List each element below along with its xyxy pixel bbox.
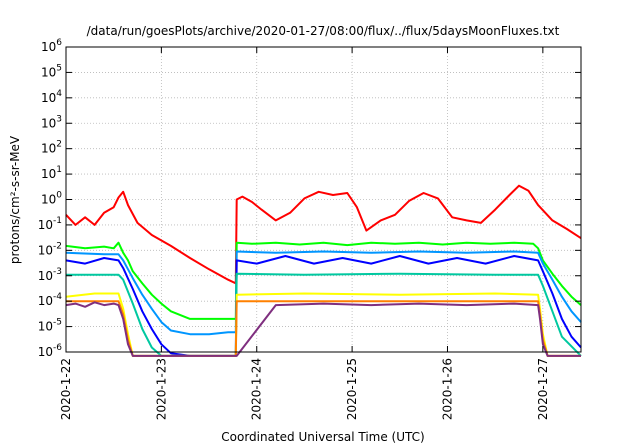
y-tick-label: 105 [41,63,62,79]
x-axis-label: Coordinated Universal Time (UTC) [221,430,424,444]
y-axis-label: protons/cm²-s-sr-MeV [8,135,22,264]
series-group [65,184,582,357]
y-tick-label: 103 [41,114,62,130]
y-tick-label: 10-5 [38,318,62,334]
series-line [66,300,581,357]
ticks: 10-6 10-5 10-4 10-3 10-2 10-1 100 101 102 103 104 1… [38,38,581,420]
y-tick-label: 106 [41,38,62,54]
x-tick-label: 2020-1-25 [345,358,359,420]
series-line [65,301,581,357]
y-tick-label: 10-3 [38,267,62,283]
y-tick-label: 10-6 [38,343,63,359]
y-tick-label: 100 [41,191,62,207]
y-tick-label: 101 [41,165,62,181]
y-tick-label: 102 [41,140,62,156]
y-tick-label: 10-1 [38,216,62,232]
x-tick-label: 2020-1-26 [440,358,454,420]
y-tick-label: 10-4 [38,292,63,308]
series-line [65,184,582,285]
x-tick-label: 2020-1-22 [59,358,73,420]
x-tick-label: 2020-1-24 [250,358,264,420]
series-line [65,241,582,320]
chart-title: /data/run/goesPlots/archive/2020-01-27/0… [87,24,560,38]
x-tick-label: 2020-1-27 [536,358,550,420]
y-tick-label: 10-2 [38,241,62,257]
series-line [65,255,582,357]
x-tick-label: 2020-1-23 [154,358,168,420]
y-tick-label: 104 [41,89,62,105]
